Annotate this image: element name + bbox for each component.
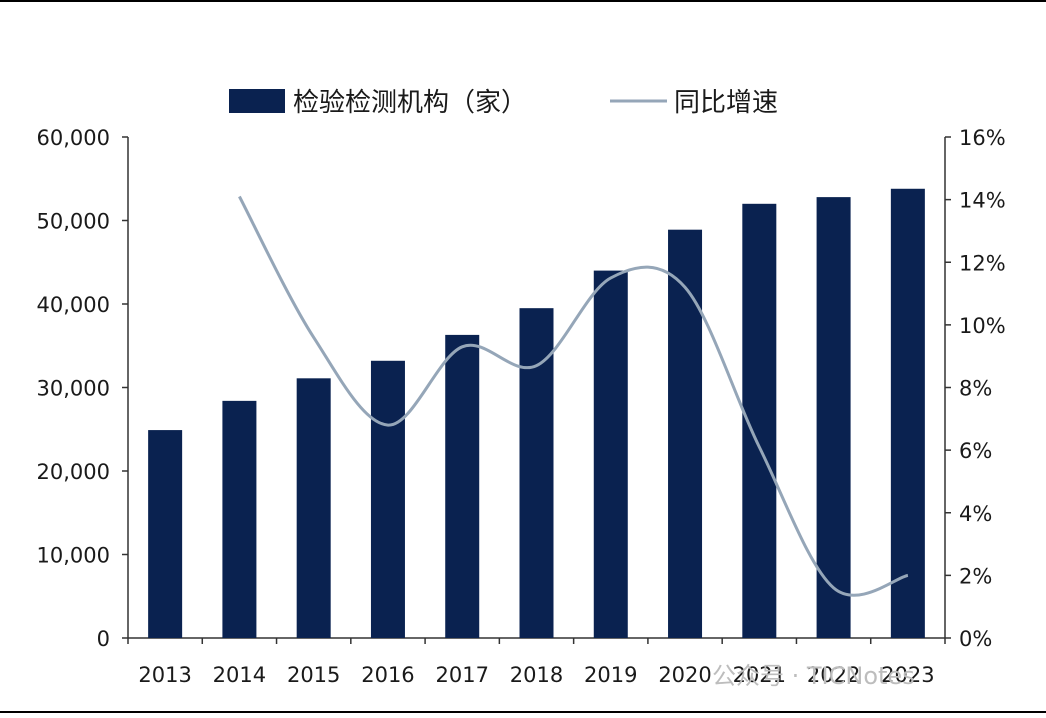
bar	[296, 378, 331, 638]
x-tick-label: 2019	[584, 663, 637, 687]
right-tick-label: 14%	[959, 189, 1006, 213]
plot-area: 0 10,000 20,000 30,000 40,000 50,000 60,000 0% 2…	[37, 126, 1006, 687]
left-tick-label: 40,000	[37, 293, 110, 317]
x-tick-label: 2020	[658, 663, 711, 687]
x-tick-label: 2022	[807, 663, 860, 687]
right-tick-label: 4%	[959, 502, 992, 526]
x-tick-label: 2021	[733, 663, 786, 687]
x-tick-label: 2014	[213, 663, 266, 687]
bar	[593, 270, 628, 638]
x-tick-label: 2017	[436, 663, 489, 687]
bar	[890, 188, 925, 638]
legend-bar-label: 检验检测机构（家）	[293, 88, 527, 118]
right-tick-label: 2%	[959, 564, 992, 588]
legend: 检验检测机构（家） 同比增速	[229, 88, 778, 118]
right-tick-label: 0%	[959, 627, 992, 651]
x-tick-label: 2018	[510, 663, 563, 687]
x-tick-label: 2013	[138, 663, 191, 687]
left-tick-label: 60,000	[37, 126, 110, 150]
left-tick-label: 10,000	[37, 544, 110, 568]
right-tick-label: 16%	[959, 126, 1006, 150]
x-tick-label: 2015	[287, 663, 340, 687]
bar	[445, 334, 480, 638]
left-tick-label: 50,000	[37, 210, 110, 234]
left-tick-label: 0	[97, 627, 110, 651]
left-tick-label: 20,000	[37, 460, 110, 484]
legend-line-label: 同比增速	[674, 88, 778, 118]
watermark-text: 公众号 · TICNotes	[712, 662, 915, 690]
growth-rate-line	[238, 195, 909, 597]
bar	[519, 308, 554, 638]
bar	[668, 229, 703, 638]
bar	[148, 430, 183, 638]
x-tick-label: 2023	[881, 663, 934, 687]
x-tick-label: 2016	[361, 663, 414, 687]
bar	[816, 197, 851, 638]
left-tick-label: 30,000	[37, 377, 110, 401]
right-tick-label: 8%	[959, 377, 992, 401]
bar	[222, 400, 257, 638]
right-tick-label: 10%	[959, 314, 1006, 338]
right-tick-label: 6%	[959, 439, 992, 463]
right-tick-label: 12%	[959, 251, 1006, 275]
bar	[370, 360, 405, 638]
legend-bar-swatch	[229, 89, 285, 113]
